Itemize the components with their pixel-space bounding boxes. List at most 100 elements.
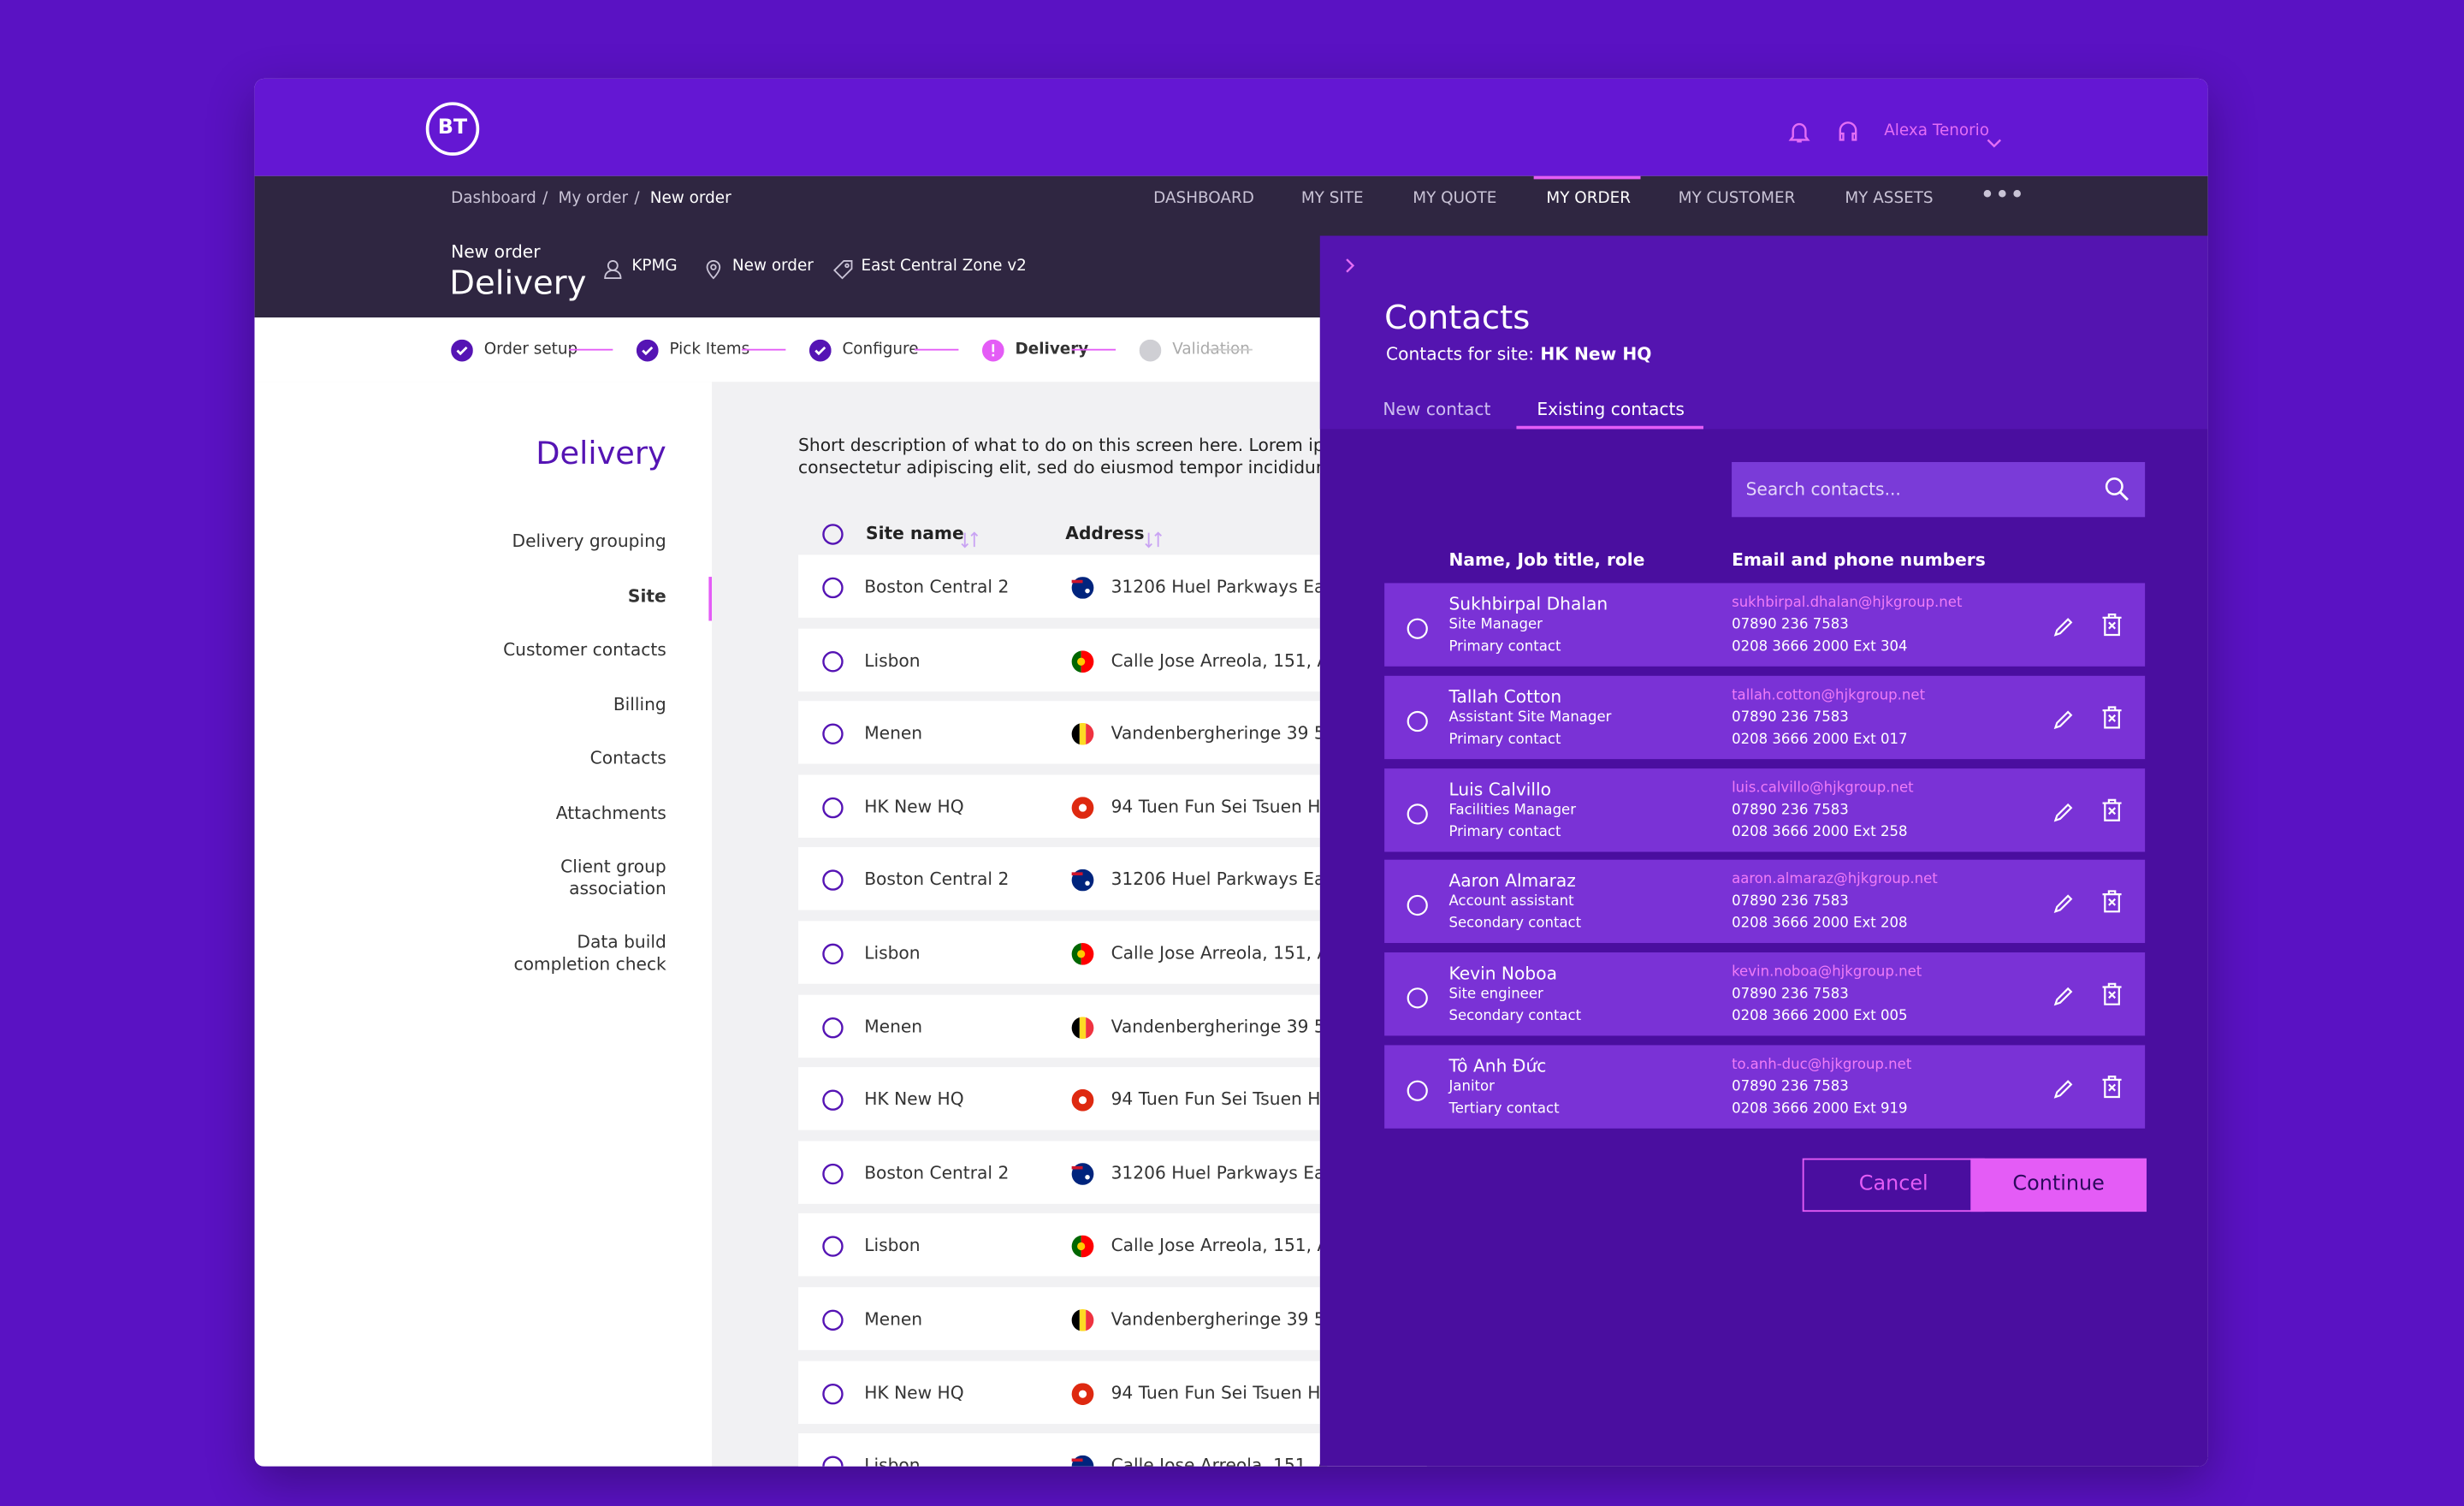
flag — [1070, 721, 1095, 751]
sidebar-item[interactable]: Billing — [613, 693, 666, 714]
more-menu[interactable]: ••• — [1980, 179, 2025, 210]
select-all[interactable] — [822, 522, 844, 552]
row-radio[interactable] — [822, 1454, 844, 1467]
contact-radio[interactable] — [1407, 616, 1429, 646]
column-header[interactable]: Address — [1065, 523, 1145, 544]
contact-job: Janitor — [1448, 1079, 1495, 1096]
address: Vandenbergheringe 39 55 — [1111, 1016, 1336, 1037]
page-title: Delivery — [449, 264, 587, 302]
contact-role: Primary contact — [1448, 732, 1561, 748]
delete-contact[interactable] — [2101, 890, 2123, 920]
contact-row[interactable]: Aaron Almaraz Account assistant Secondary … — [1384, 860, 2146, 944]
delete-contact[interactable] — [2101, 705, 2123, 735]
sidebar-item[interactable]: Customer contacts — [503, 639, 666, 661]
edit-contact[interactable] — [2052, 614, 2075, 644]
contact-row[interactable]: Tallah Cotton Assistant Site Manager Prima… — [1384, 675, 2146, 759]
row-radio[interactable] — [822, 575, 844, 605]
flag — [1070, 795, 1095, 825]
address: 31206 Huel Parkways Eas — [1111, 1162, 1334, 1183]
sidebar-item[interactable]: Data build completion check — [513, 932, 666, 975]
flag — [1070, 575, 1095, 605]
row-radio[interactable] — [822, 721, 844, 751]
contact-row[interactable]: Sukhbirpal Dhalan Site Manager Primary con… — [1384, 583, 2146, 667]
sidebar-item[interactable]: Delivery grouping — [512, 531, 666, 552]
delete-contact[interactable] — [2101, 1075, 2123, 1105]
delete-contact[interactable] — [2101, 797, 2123, 827]
contact-role: Secondary contact — [1448, 916, 1582, 933]
contact-radio[interactable] — [1407, 893, 1429, 923]
user-menu[interactable]: Alexa Tenorio — [1884, 122, 1990, 140]
edit-contact[interactable] — [2052, 984, 2075, 1014]
contact-name: Tallah Cotton — [1448, 686, 1562, 708]
sidebar-item[interactable]: Contacts — [589, 748, 666, 769]
contact-radio[interactable] — [1407, 709, 1429, 738]
sidebar-active — [708, 576, 713, 620]
contact-landline: 0208 3666 2000 Ext 017 — [1732, 732, 1908, 748]
site-name: HK New HQ — [864, 796, 964, 817]
nav-item[interactable]: MY ASSETS — [1845, 190, 1934, 208]
edit-contact[interactable] — [2052, 892, 2075, 922]
contact-row[interactable]: Luis Calvillo Facilities Manager Primary c… — [1384, 768, 2146, 851]
contact-email[interactable]: sukhbirpal.dhalan@hjkgroup.net — [1732, 596, 1963, 612]
row-radio[interactable] — [822, 869, 844, 898]
edit-contact[interactable] — [2052, 1076, 2075, 1106]
contact-radio[interactable] — [1407, 801, 1429, 831]
sort-icon[interactable] — [960, 525, 979, 554]
nav-item[interactable]: MY CUSTOMER — [1678, 190, 1796, 208]
edit-contact[interactable] — [2052, 799, 2075, 829]
sort-icon[interactable] — [1144, 525, 1163, 554]
search-box[interactable]: Search contacts... — [1732, 461, 2146, 518]
tab-active — [1516, 425, 1704, 430]
row-radio[interactable] — [822, 1161, 844, 1191]
support-icon[interactable] — [1835, 120, 1860, 151]
contact-email[interactable]: kevin.noboa@hjkgroup.net — [1732, 965, 1922, 981]
sidebar-item[interactable]: Client group association — [560, 857, 666, 899]
sidebar-item[interactable]: Site — [627, 585, 666, 607]
site-name: Menen — [864, 1308, 923, 1330]
row-radio[interactable] — [822, 1307, 844, 1337]
tab[interactable]: Existing contacts — [1537, 399, 1685, 420]
meta-icon — [704, 256, 725, 286]
row-radio[interactable] — [822, 1088, 844, 1118]
step-icon — [451, 338, 473, 368]
column-header[interactable]: Site name — [866, 523, 964, 544]
meta-icon — [832, 256, 853, 286]
contact-email[interactable]: to.anh-duc@hjkgroup.net — [1732, 1058, 1912, 1074]
row-radio[interactable] — [822, 1015, 844, 1045]
bell-icon[interactable] — [1788, 120, 1810, 151]
row-radio[interactable] — [822, 941, 844, 971]
cancel-button[interactable]: Cancel — [1802, 1158, 1985, 1213]
nav-item[interactable]: MY QUOTE — [1413, 190, 1497, 208]
row-radio[interactable] — [822, 795, 844, 825]
search-placeholder: Search contacts... — [1745, 479, 1901, 501]
contact-radio[interactable] — [1407, 1078, 1429, 1108]
continue-button[interactable]: Continue — [1970, 1158, 2147, 1213]
logo[interactable]: BT — [425, 102, 480, 156]
contact-row[interactable]: Kevin Noboa Site engineer Secondary contac… — [1384, 952, 2146, 1036]
delete-contact[interactable] — [2101, 982, 2123, 1012]
collapse-panel[interactable] — [1342, 250, 1358, 280]
breadcrumb[interactable]: Dashboard — [451, 190, 536, 208]
breadcrumb[interactable]: My order — [558, 190, 629, 208]
row-radio[interactable] — [822, 1381, 844, 1411]
contact-radio[interactable] — [1407, 986, 1429, 1016]
contact-job: Facilities Manager — [1448, 802, 1577, 819]
row-radio[interactable] — [822, 649, 844, 679]
nav-item[interactable]: MY SITE — [1300, 190, 1364, 208]
row-radio[interactable] — [822, 1235, 844, 1265]
contact-row[interactable]: Tô Anh Đức Janitor Tertiary contact to.anh-… — [1384, 1045, 2146, 1129]
tab[interactable]: New contact — [1383, 399, 1491, 420]
delete-contact[interactable] — [2101, 613, 2123, 643]
contact-email[interactable]: tallah.cotton@hjkgroup.net — [1732, 688, 1926, 704]
breadcrumb: New order — [649, 190, 732, 208]
nav-item[interactable]: MY ORDER — [1546, 190, 1631, 208]
sidebar-item[interactable]: Attachments — [555, 802, 666, 823]
contact-email[interactable]: aaron.almaraz@hjkgroup.net — [1732, 873, 1938, 889]
search-icon[interactable] — [2104, 477, 2129, 508]
contact-email[interactable]: luis.calvillo@hjkgroup.net — [1732, 780, 1914, 797]
contact-name: Luis Calvillo — [1448, 779, 1551, 800]
contact-job: Assistant Site Manager — [1448, 709, 1612, 726]
edit-contact[interactable] — [2052, 707, 2075, 737]
contact-role: Primary contact — [1448, 824, 1561, 840]
nav-item[interactable]: DASHBOARD — [1153, 190, 1254, 208]
